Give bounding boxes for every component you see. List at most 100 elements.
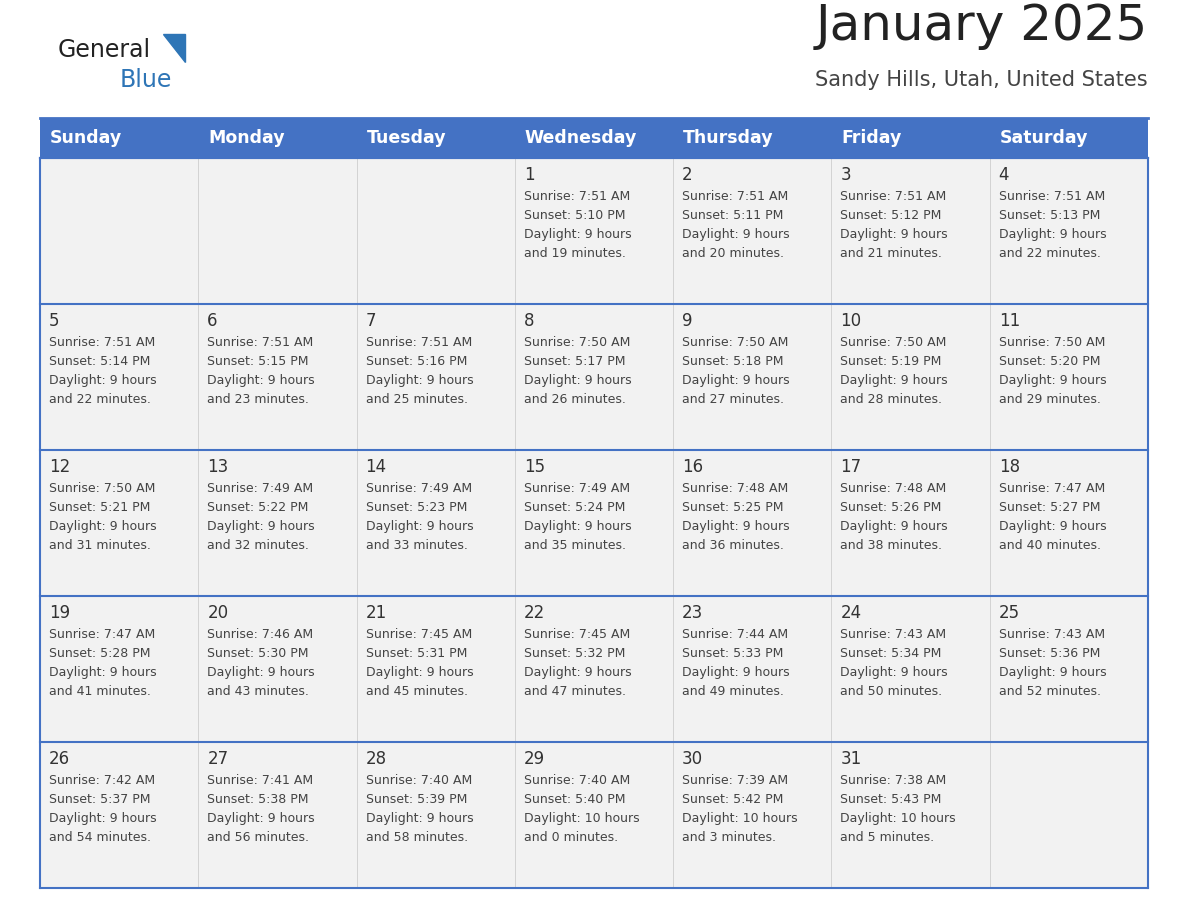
Text: and 5 minutes.: and 5 minutes. — [840, 831, 935, 844]
Text: Sunset: 5:19 PM: Sunset: 5:19 PM — [840, 355, 942, 368]
Text: and 31 minutes.: and 31 minutes. — [49, 539, 151, 552]
Text: Sunrise: 7:41 AM: Sunrise: 7:41 AM — [207, 774, 314, 787]
Text: Sunrise: 7:50 AM: Sunrise: 7:50 AM — [49, 482, 156, 495]
Text: Sunset: 5:25 PM: Sunset: 5:25 PM — [682, 501, 784, 514]
Bar — [40, 118, 198, 158]
Text: 3: 3 — [840, 166, 851, 184]
Text: and 41 minutes.: and 41 minutes. — [49, 685, 151, 698]
Text: 20: 20 — [207, 604, 228, 622]
Text: 18: 18 — [999, 458, 1019, 476]
Text: and 33 minutes.: and 33 minutes. — [366, 539, 467, 552]
Text: 12: 12 — [49, 458, 70, 476]
Bar — [198, 596, 356, 742]
Text: Sunrise: 7:50 AM: Sunrise: 7:50 AM — [524, 336, 630, 349]
Text: Daylight: 9 hours: Daylight: 9 hours — [840, 520, 948, 533]
Text: Wednesday: Wednesday — [525, 129, 637, 147]
Text: and 25 minutes.: and 25 minutes. — [366, 393, 468, 406]
Bar — [990, 742, 1148, 888]
Text: Sunrise: 7:47 AM: Sunrise: 7:47 AM — [49, 628, 156, 641]
Text: Sunrise: 7:46 AM: Sunrise: 7:46 AM — [207, 628, 314, 641]
Bar — [990, 118, 1148, 158]
Bar — [40, 596, 198, 742]
Text: 24: 24 — [840, 604, 861, 622]
Text: 17: 17 — [840, 458, 861, 476]
Text: and 50 minutes.: and 50 minutes. — [840, 685, 942, 698]
Text: Daylight: 9 hours: Daylight: 9 hours — [524, 374, 632, 387]
Text: Sunrise: 7:51 AM: Sunrise: 7:51 AM — [682, 190, 789, 203]
Text: 5: 5 — [49, 312, 59, 330]
Text: Daylight: 9 hours: Daylight: 9 hours — [524, 520, 632, 533]
Text: Daylight: 9 hours: Daylight: 9 hours — [49, 374, 157, 387]
Bar — [40, 450, 198, 596]
Text: Daylight: 9 hours: Daylight: 9 hours — [682, 228, 790, 241]
Text: Daylight: 9 hours: Daylight: 9 hours — [207, 666, 315, 679]
Text: Saturday: Saturday — [1000, 129, 1088, 147]
Text: Daylight: 9 hours: Daylight: 9 hours — [682, 520, 790, 533]
Bar — [40, 742, 198, 888]
Text: 28: 28 — [366, 750, 387, 768]
Text: and 52 minutes.: and 52 minutes. — [999, 685, 1101, 698]
Text: Daylight: 9 hours: Daylight: 9 hours — [840, 228, 948, 241]
Bar — [674, 158, 832, 304]
Text: Sunrise: 7:40 AM: Sunrise: 7:40 AM — [524, 774, 630, 787]
Text: Daylight: 9 hours: Daylight: 9 hours — [49, 520, 157, 533]
Bar — [514, 118, 674, 158]
Text: Daylight: 10 hours: Daylight: 10 hours — [682, 812, 798, 825]
Text: Sunset: 5:16 PM: Sunset: 5:16 PM — [366, 355, 467, 368]
Text: and 23 minutes.: and 23 minutes. — [207, 393, 309, 406]
Text: Sunset: 5:27 PM: Sunset: 5:27 PM — [999, 501, 1100, 514]
Text: Daylight: 9 hours: Daylight: 9 hours — [999, 228, 1106, 241]
Bar — [674, 596, 832, 742]
Bar — [514, 742, 674, 888]
Bar — [514, 450, 674, 596]
Text: Friday: Friday — [841, 129, 902, 147]
Text: Sunset: 5:26 PM: Sunset: 5:26 PM — [840, 501, 942, 514]
Text: 13: 13 — [207, 458, 228, 476]
Text: Sunrise: 7:51 AM: Sunrise: 7:51 AM — [524, 190, 630, 203]
Text: January 2025: January 2025 — [816, 2, 1148, 50]
Text: and 3 minutes.: and 3 minutes. — [682, 831, 776, 844]
Text: and 22 minutes.: and 22 minutes. — [999, 247, 1100, 260]
Bar — [990, 304, 1148, 450]
Text: Sunset: 5:10 PM: Sunset: 5:10 PM — [524, 209, 625, 222]
Text: Sunrise: 7:42 AM: Sunrise: 7:42 AM — [49, 774, 156, 787]
Bar — [832, 450, 990, 596]
Text: Sunrise: 7:50 AM: Sunrise: 7:50 AM — [682, 336, 789, 349]
Text: Sunset: 5:30 PM: Sunset: 5:30 PM — [207, 647, 309, 660]
Text: Tuesday: Tuesday — [367, 129, 447, 147]
Text: Sunset: 5:12 PM: Sunset: 5:12 PM — [840, 209, 942, 222]
Text: and 43 minutes.: and 43 minutes. — [207, 685, 309, 698]
Text: Sunrise: 7:45 AM: Sunrise: 7:45 AM — [366, 628, 472, 641]
Text: and 54 minutes.: and 54 minutes. — [49, 831, 151, 844]
Text: Sunrise: 7:51 AM: Sunrise: 7:51 AM — [49, 336, 156, 349]
Text: Sunset: 5:18 PM: Sunset: 5:18 PM — [682, 355, 784, 368]
Text: 31: 31 — [840, 750, 861, 768]
Text: 19: 19 — [49, 604, 70, 622]
Text: Daylight: 9 hours: Daylight: 9 hours — [49, 666, 157, 679]
Text: 4: 4 — [999, 166, 1010, 184]
Text: Sunset: 5:36 PM: Sunset: 5:36 PM — [999, 647, 1100, 660]
Text: Sunset: 5:37 PM: Sunset: 5:37 PM — [49, 793, 151, 806]
Text: Sunset: 5:17 PM: Sunset: 5:17 PM — [524, 355, 625, 368]
Text: Daylight: 9 hours: Daylight: 9 hours — [207, 520, 315, 533]
Text: Daylight: 9 hours: Daylight: 9 hours — [366, 666, 473, 679]
Bar — [40, 304, 198, 450]
Text: Sunset: 5:43 PM: Sunset: 5:43 PM — [840, 793, 942, 806]
Bar — [674, 118, 832, 158]
Text: and 0 minutes.: and 0 minutes. — [524, 831, 618, 844]
Text: Daylight: 9 hours: Daylight: 9 hours — [840, 374, 948, 387]
Bar — [198, 450, 356, 596]
Text: and 19 minutes.: and 19 minutes. — [524, 247, 626, 260]
Text: Sunrise: 7:48 AM: Sunrise: 7:48 AM — [840, 482, 947, 495]
Text: Daylight: 9 hours: Daylight: 9 hours — [999, 520, 1106, 533]
Text: Sunset: 5:33 PM: Sunset: 5:33 PM — [682, 647, 784, 660]
Text: Sunrise: 7:51 AM: Sunrise: 7:51 AM — [999, 190, 1105, 203]
Text: Monday: Monday — [208, 129, 285, 147]
Text: 22: 22 — [524, 604, 545, 622]
Text: Daylight: 9 hours: Daylight: 9 hours — [682, 374, 790, 387]
Text: Sunset: 5:14 PM: Sunset: 5:14 PM — [49, 355, 151, 368]
Bar — [356, 304, 514, 450]
Text: Sunrise: 7:47 AM: Sunrise: 7:47 AM — [999, 482, 1105, 495]
Bar — [198, 742, 356, 888]
Text: and 40 minutes.: and 40 minutes. — [999, 539, 1101, 552]
